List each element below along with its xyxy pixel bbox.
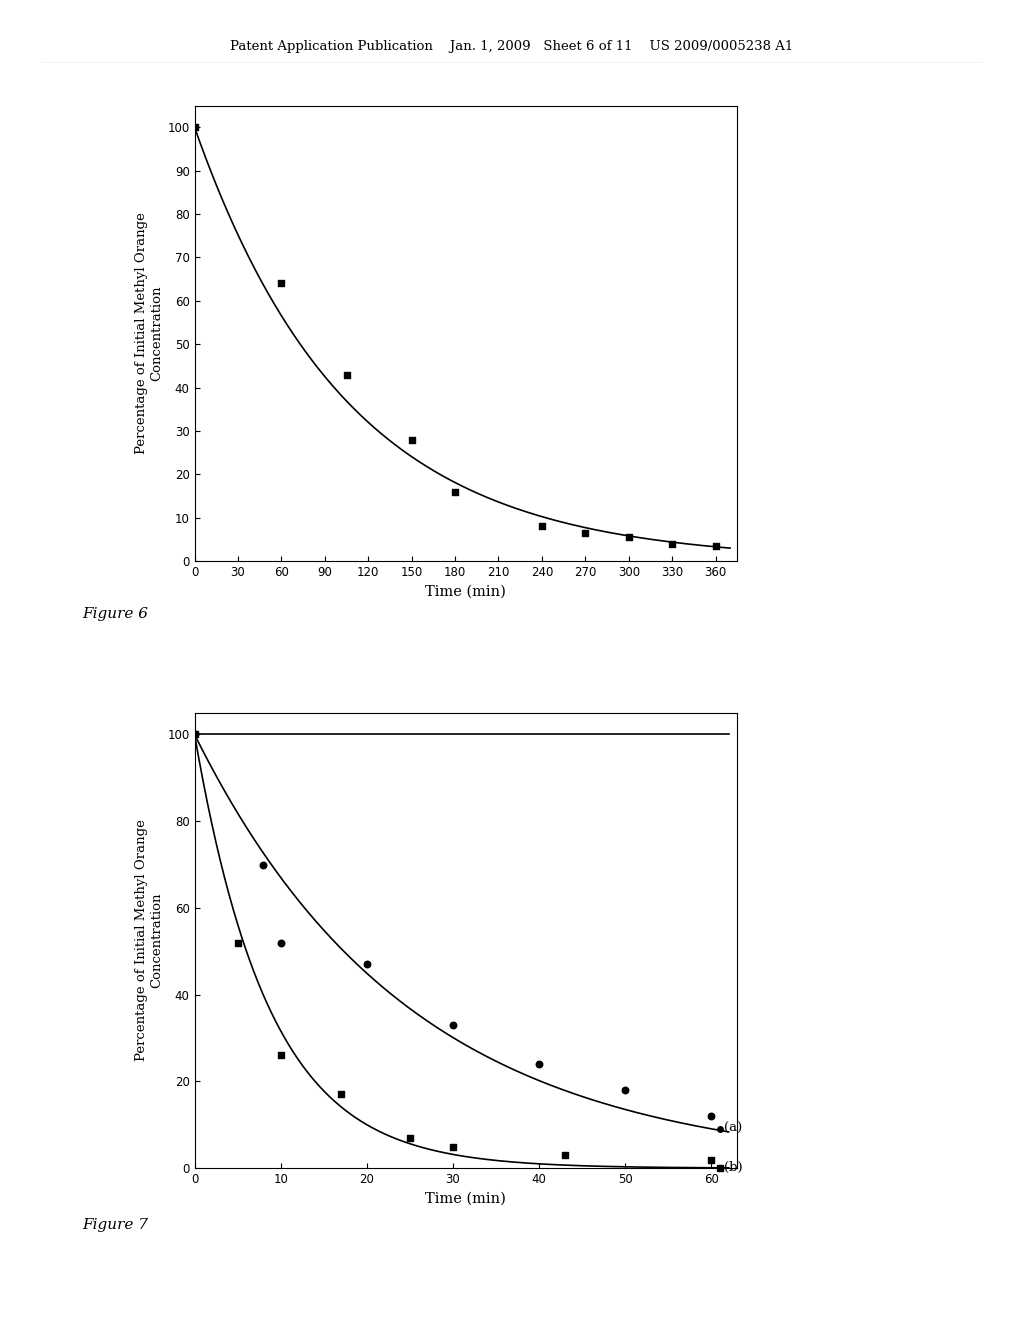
Y-axis label: Percentage of Initial Methyl Orange
Concentration: Percentage of Initial Methyl Orange Conc… xyxy=(135,213,163,454)
Point xyxy=(273,273,290,294)
Point xyxy=(557,1144,573,1166)
Point xyxy=(272,932,289,953)
Point xyxy=(617,1080,634,1101)
X-axis label: Time (min): Time (min) xyxy=(426,1192,506,1205)
Point xyxy=(333,1084,349,1105)
Text: (a): (a) xyxy=(724,1122,742,1135)
Point xyxy=(186,723,203,744)
Point xyxy=(446,480,463,502)
Text: (b): (b) xyxy=(724,1162,743,1175)
Point xyxy=(708,536,724,557)
X-axis label: Time (min): Time (min) xyxy=(426,585,506,598)
Point xyxy=(703,1106,720,1127)
Y-axis label: Percentage of Initial Methyl Orange
Concentration: Percentage of Initial Methyl Orange Conc… xyxy=(135,820,163,1061)
Point xyxy=(338,364,354,385)
Point xyxy=(578,523,594,544)
Point xyxy=(621,527,637,548)
Point xyxy=(401,1127,418,1148)
Point xyxy=(186,723,203,744)
Point xyxy=(255,854,271,875)
Point xyxy=(534,516,550,537)
Text: Figure 7: Figure 7 xyxy=(82,1218,147,1232)
Point xyxy=(444,1015,461,1036)
Point xyxy=(229,932,246,953)
Point xyxy=(186,116,203,137)
Point xyxy=(272,1045,289,1067)
Text: Figure 6: Figure 6 xyxy=(82,607,147,620)
Text: Patent Application Publication    Jan. 1, 2009   Sheet 6 of 11    US 2009/000523: Patent Application Publication Jan. 1, 2… xyxy=(230,40,794,53)
Point xyxy=(703,1148,720,1170)
Point xyxy=(444,1137,461,1158)
Point xyxy=(664,533,680,554)
Point xyxy=(531,1053,548,1074)
Point xyxy=(403,429,420,450)
Point xyxy=(358,954,375,975)
